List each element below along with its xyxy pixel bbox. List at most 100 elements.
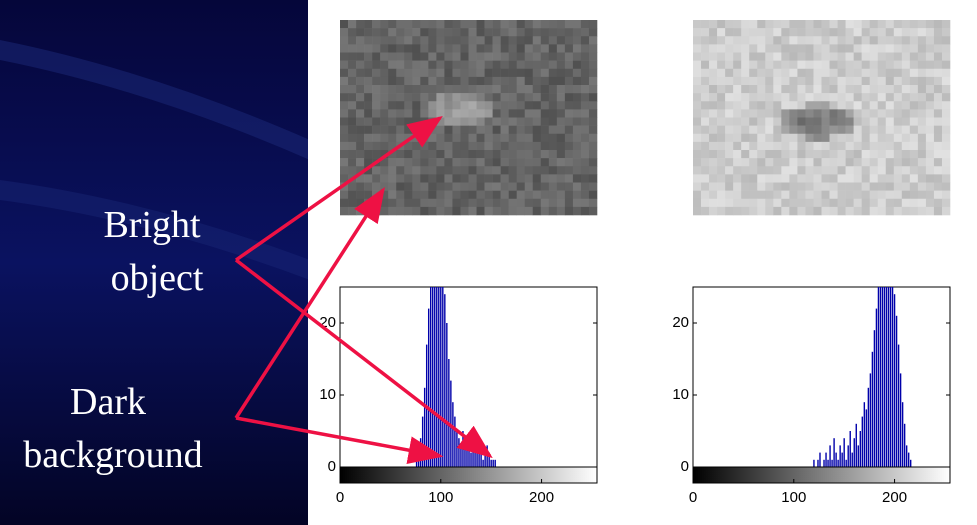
pixel bbox=[813, 190, 822, 200]
pixel bbox=[396, 52, 405, 61]
pixel bbox=[500, 36, 509, 45]
pixel bbox=[829, 133, 838, 143]
pixel bbox=[540, 133, 550, 143]
pixel bbox=[396, 174, 405, 183]
pixel bbox=[885, 101, 895, 110]
pixel bbox=[773, 150, 782, 159]
pixel bbox=[556, 206, 566, 216]
pixel bbox=[508, 125, 517, 135]
pixel bbox=[516, 68, 526, 78]
pixel bbox=[781, 20, 790, 29]
pixel bbox=[340, 109, 349, 118]
pixel bbox=[893, 206, 903, 216]
pixel bbox=[813, 52, 822, 61]
pixel bbox=[380, 125, 389, 135]
pixel bbox=[717, 93, 726, 102]
pixel bbox=[853, 60, 862, 70]
pixel bbox=[709, 76, 718, 86]
pixel bbox=[805, 166, 814, 175]
pixel bbox=[348, 36, 357, 45]
pixel bbox=[701, 174, 710, 183]
pixel bbox=[797, 28, 806, 37]
pixel bbox=[893, 109, 903, 118]
pixel bbox=[532, 44, 542, 53]
pixel bbox=[532, 109, 542, 118]
pixel bbox=[524, 133, 534, 143]
pixel bbox=[717, 76, 726, 86]
pixel bbox=[885, 125, 895, 135]
pixel bbox=[933, 206, 943, 216]
pixel bbox=[380, 158, 389, 167]
pixel bbox=[869, 133, 879, 143]
pixel bbox=[821, 182, 830, 191]
pixel bbox=[580, 141, 590, 151]
pixel bbox=[348, 198, 357, 208]
pixel bbox=[388, 190, 397, 200]
pixel bbox=[412, 182, 421, 191]
pixel bbox=[452, 36, 461, 45]
pixel bbox=[420, 182, 429, 191]
bar bbox=[476, 445, 478, 467]
pixel bbox=[925, 101, 935, 110]
pixel bbox=[508, 76, 517, 86]
pixel bbox=[420, 174, 429, 183]
x-tick-label: 0 bbox=[336, 489, 344, 506]
pixel bbox=[781, 68, 790, 78]
pixel bbox=[741, 28, 750, 37]
pixel bbox=[869, 44, 879, 53]
pixel bbox=[869, 166, 879, 175]
pixel bbox=[741, 133, 750, 143]
bar bbox=[464, 445, 466, 467]
pixel bbox=[893, 85, 903, 94]
pixel bbox=[396, 150, 405, 159]
pixel bbox=[460, 68, 469, 78]
pixel bbox=[548, 52, 558, 61]
pixel bbox=[901, 150, 911, 159]
pixel bbox=[885, 28, 895, 37]
pixel bbox=[773, 20, 782, 29]
bar bbox=[448, 359, 450, 467]
pixel bbox=[524, 198, 534, 208]
pixel bbox=[893, 158, 903, 167]
pixel bbox=[909, 60, 919, 70]
pixel bbox=[885, 44, 895, 53]
pixel bbox=[588, 20, 598, 29]
pixel bbox=[572, 206, 582, 216]
pixel bbox=[404, 36, 413, 45]
pixel bbox=[356, 101, 365, 110]
pixel bbox=[364, 182, 373, 191]
pixel bbox=[861, 85, 870, 94]
pixel bbox=[372, 125, 381, 135]
pixel bbox=[893, 93, 903, 102]
pixel bbox=[516, 150, 526, 159]
pixel bbox=[733, 166, 742, 175]
pixel bbox=[757, 206, 766, 216]
pixel bbox=[444, 174, 453, 183]
pixel bbox=[436, 150, 445, 159]
pixel bbox=[372, 52, 381, 61]
pixel bbox=[388, 182, 397, 191]
pixel bbox=[797, 182, 806, 191]
pixel bbox=[717, 28, 726, 37]
pixel bbox=[548, 125, 558, 135]
pixel bbox=[933, 174, 943, 183]
pixel bbox=[388, 28, 397, 37]
pixel bbox=[420, 206, 429, 216]
pixel bbox=[709, 141, 718, 151]
x-tick-label: 200 bbox=[529, 489, 554, 506]
pixel bbox=[460, 28, 469, 37]
pixel bbox=[588, 198, 598, 208]
pixel bbox=[500, 28, 509, 37]
pixel bbox=[556, 125, 566, 135]
pixel bbox=[508, 52, 517, 61]
pixel bbox=[925, 125, 935, 135]
pixel bbox=[901, 44, 911, 53]
pixel bbox=[693, 117, 702, 126]
pixel bbox=[436, 174, 445, 183]
pixel bbox=[877, 141, 887, 151]
pixel bbox=[789, 158, 798, 167]
pixel bbox=[789, 93, 798, 102]
pixel bbox=[516, 166, 526, 175]
pixel bbox=[484, 166, 493, 175]
